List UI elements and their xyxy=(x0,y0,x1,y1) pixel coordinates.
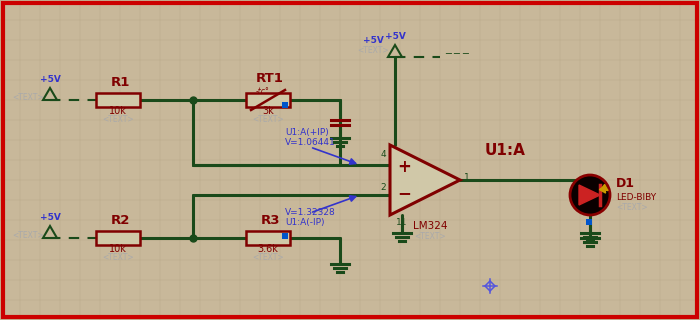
Text: <TEXT>: <TEXT> xyxy=(12,231,44,240)
Text: R3: R3 xyxy=(260,214,280,227)
Text: +5V: +5V xyxy=(363,36,384,45)
Text: <TEXT>: <TEXT> xyxy=(12,93,44,102)
Polygon shape xyxy=(390,145,460,215)
Text: 1: 1 xyxy=(464,173,470,182)
Text: V=1.06441: V=1.06441 xyxy=(285,138,336,147)
Text: +: + xyxy=(397,158,411,176)
Text: +5V: +5V xyxy=(40,213,60,222)
Polygon shape xyxy=(579,185,600,205)
Bar xyxy=(282,233,288,239)
Text: 10k: 10k xyxy=(109,106,127,116)
Bar xyxy=(96,231,140,245)
Text: <TEXT>: <TEXT> xyxy=(616,203,648,212)
Text: +5V: +5V xyxy=(384,32,405,41)
Text: RT1: RT1 xyxy=(256,72,284,85)
Text: 4: 4 xyxy=(380,150,386,159)
Text: D1: D1 xyxy=(616,177,635,190)
Text: +5V: +5V xyxy=(40,75,60,84)
Text: <TEXT>: <TEXT> xyxy=(102,115,134,124)
Text: 11: 11 xyxy=(396,218,407,227)
Text: R1: R1 xyxy=(111,76,130,89)
Text: U1:A(-IP): U1:A(-IP) xyxy=(285,218,325,227)
Bar xyxy=(246,93,290,107)
Text: LM324: LM324 xyxy=(413,221,447,231)
Text: LED-BIBY: LED-BIBY xyxy=(616,193,656,202)
Bar xyxy=(246,231,290,245)
Text: R2: R2 xyxy=(111,214,130,227)
Bar xyxy=(586,219,592,225)
Text: 10k: 10k xyxy=(109,244,127,254)
Text: <TEXT>: <TEXT> xyxy=(414,232,446,241)
Circle shape xyxy=(570,175,610,215)
Text: V=1.32328: V=1.32328 xyxy=(285,208,336,217)
Text: U1:A: U1:A xyxy=(484,143,526,158)
Text: U1:A(+IP): U1:A(+IP) xyxy=(285,128,329,137)
Text: -tc°: -tc° xyxy=(256,87,270,96)
Text: −: − xyxy=(397,184,411,202)
Text: <TEXT>: <TEXT> xyxy=(357,46,388,55)
Text: 2: 2 xyxy=(380,183,386,192)
Text: <TEXT>: <TEXT> xyxy=(102,253,134,262)
Bar xyxy=(282,102,288,108)
Bar xyxy=(96,93,140,107)
Text: <TEXT>: <TEXT> xyxy=(252,253,284,262)
Text: <TEXT>: <TEXT> xyxy=(252,115,284,124)
Text: 3.6k: 3.6k xyxy=(258,244,279,254)
Text: ─ ─ ─: ─ ─ ─ xyxy=(445,49,469,59)
Text: 3k: 3k xyxy=(262,106,274,116)
